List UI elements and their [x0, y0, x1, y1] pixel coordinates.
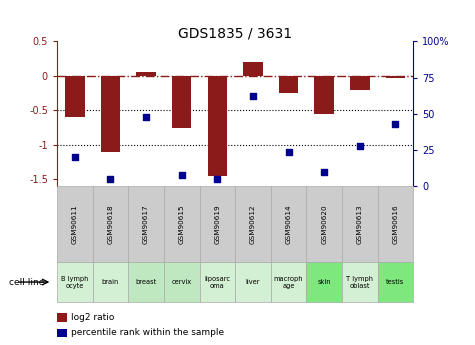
- Bar: [306, 262, 342, 302]
- Bar: [57, 186, 93, 262]
- Text: GSM90613: GSM90613: [357, 205, 363, 244]
- Bar: [128, 186, 164, 262]
- Title: GDS1835 / 3631: GDS1835 / 3631: [178, 26, 292, 40]
- Point: [356, 143, 364, 148]
- Bar: [271, 262, 306, 302]
- Bar: [101, 76, 120, 152]
- Bar: [65, 76, 85, 117]
- Bar: [57, 313, 67, 322]
- Point: [249, 94, 256, 99]
- Text: GSM90616: GSM90616: [392, 205, 399, 244]
- Bar: [378, 186, 413, 262]
- Bar: [164, 186, 200, 262]
- Text: B lymph
ocyte: B lymph ocyte: [61, 276, 88, 288]
- Text: percentile rank within the sample: percentile rank within the sample: [71, 328, 224, 337]
- Text: liposarc
oma: liposarc oma: [204, 276, 230, 288]
- Bar: [279, 76, 298, 93]
- Bar: [57, 329, 67, 337]
- Bar: [93, 262, 128, 302]
- Point: [320, 169, 328, 175]
- Text: breast: breast: [135, 279, 157, 285]
- Bar: [208, 76, 227, 176]
- Point: [391, 121, 399, 127]
- Bar: [200, 262, 235, 302]
- Bar: [386, 76, 405, 78]
- Bar: [172, 76, 191, 128]
- Text: brain: brain: [102, 279, 119, 285]
- Text: liver: liver: [246, 279, 260, 285]
- Bar: [306, 186, 342, 262]
- Bar: [136, 72, 156, 76]
- Bar: [235, 262, 271, 302]
- Bar: [93, 186, 128, 262]
- Bar: [342, 186, 378, 262]
- Bar: [128, 262, 164, 302]
- Text: GSM90618: GSM90618: [107, 205, 114, 244]
- Bar: [235, 186, 271, 262]
- Text: T lymph
oblast: T lymph oblast: [346, 276, 373, 288]
- Point: [285, 149, 293, 154]
- Text: GSM90615: GSM90615: [179, 205, 185, 244]
- Text: GSM90620: GSM90620: [321, 205, 327, 244]
- Bar: [243, 62, 263, 76]
- Bar: [164, 262, 200, 302]
- Point: [213, 176, 221, 182]
- Text: GSM90619: GSM90619: [214, 205, 220, 244]
- Text: GSM90611: GSM90611: [72, 205, 78, 244]
- Bar: [57, 262, 93, 302]
- Text: macroph
age: macroph age: [274, 276, 304, 288]
- Bar: [378, 262, 413, 302]
- Bar: [342, 262, 378, 302]
- Bar: [314, 76, 334, 114]
- Point: [106, 176, 114, 182]
- Text: GSM90614: GSM90614: [285, 205, 292, 244]
- Bar: [350, 76, 370, 90]
- Point: [178, 172, 185, 177]
- Text: testis: testis: [386, 279, 405, 285]
- Point: [71, 155, 79, 160]
- Text: skin: skin: [317, 279, 331, 285]
- Text: cell line: cell line: [10, 277, 45, 287]
- Text: GSM90612: GSM90612: [250, 205, 256, 244]
- Text: cervix: cervix: [171, 279, 192, 285]
- Point: [142, 114, 150, 119]
- Text: GSM90617: GSM90617: [143, 205, 149, 244]
- Bar: [200, 186, 235, 262]
- Bar: [271, 186, 306, 262]
- Text: log2 ratio: log2 ratio: [71, 313, 114, 322]
